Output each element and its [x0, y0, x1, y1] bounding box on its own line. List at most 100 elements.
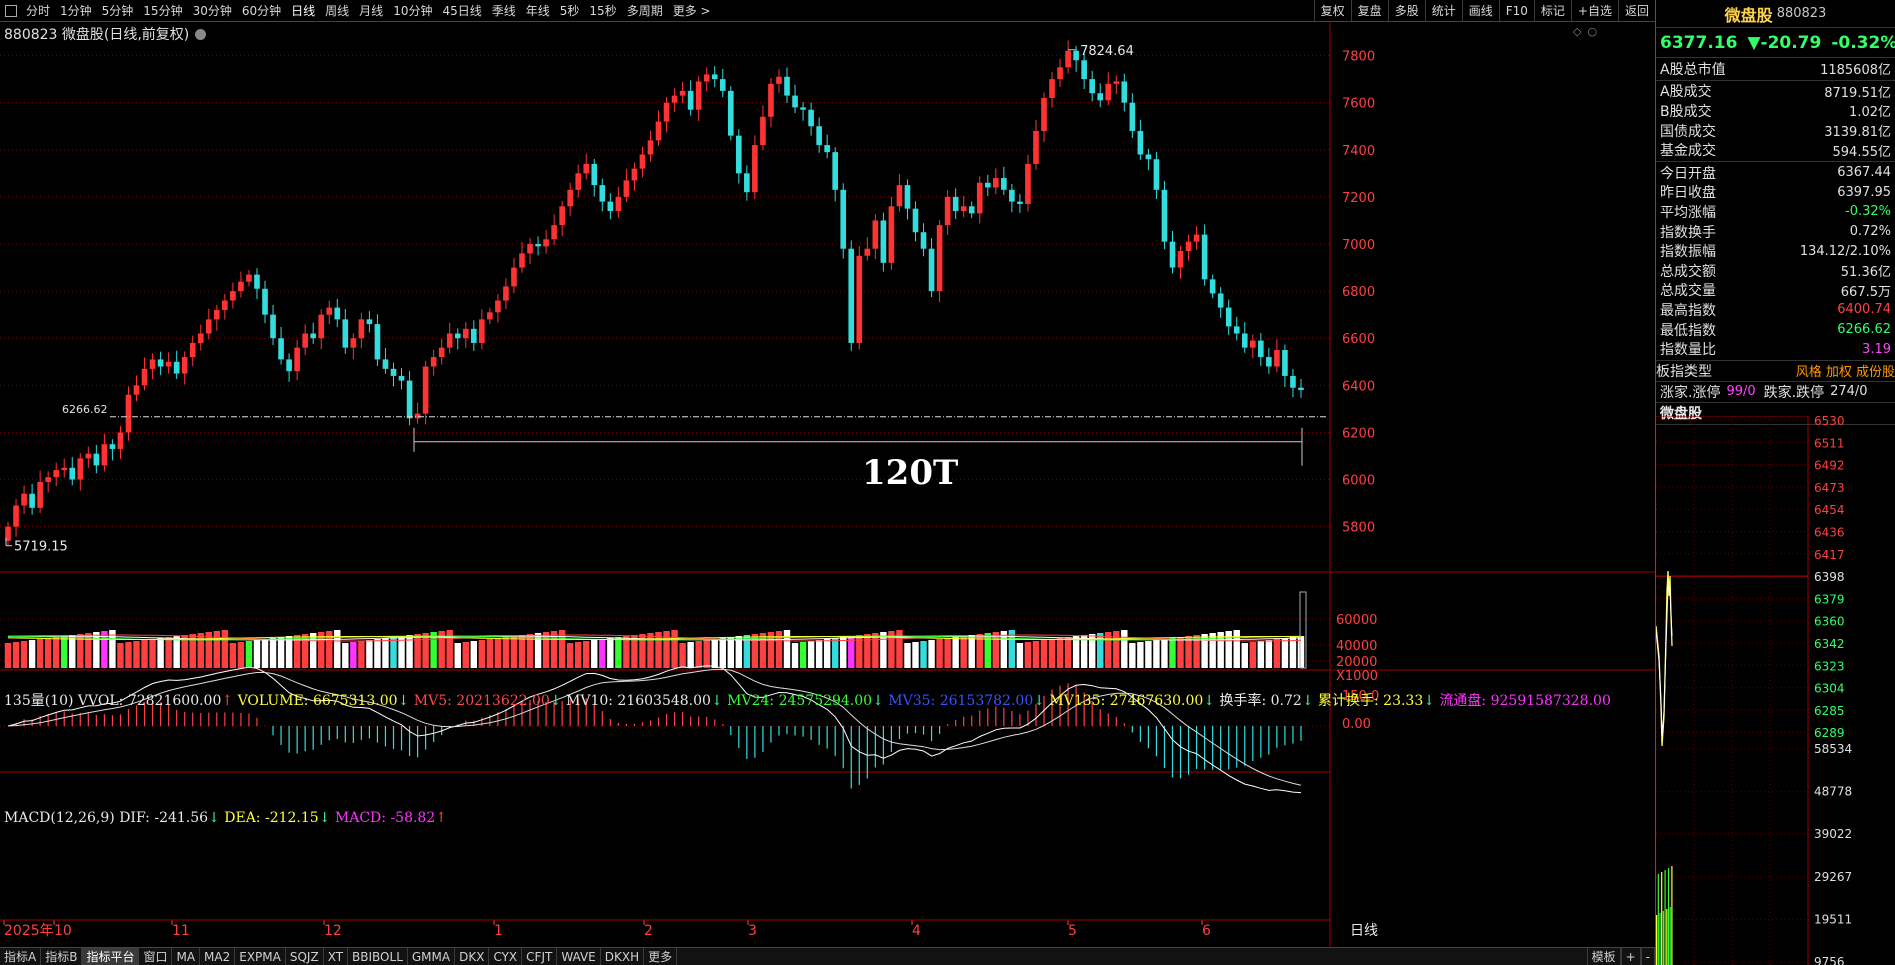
intraday-volume-tick: 39022	[1814, 827, 1852, 841]
indicator-tab[interactable]: SQJZ	[286, 948, 324, 965]
toolbar-action-button[interactable]: 标记	[1533, 0, 1571, 21]
volume-bar	[454, 643, 461, 668]
volume-bar	[309, 633, 317, 668]
indicator-tab[interactable]: GMMA	[408, 948, 456, 965]
candle-body	[286, 359, 292, 372]
period-tab[interactable]: 月线	[359, 4, 384, 18]
indicator-tab[interactable]: CYX	[489, 948, 523, 965]
indicator-tab[interactable]: 窗口	[139, 948, 173, 965]
period-tab[interactable]: 周线	[325, 4, 350, 18]
volume-bar	[1281, 638, 1289, 668]
stat-value: 8719.51亿	[1824, 85, 1891, 101]
candle-body	[1282, 350, 1288, 376]
volume-bar	[663, 631, 670, 668]
candle-body	[302, 333, 308, 348]
template-control[interactable]: +	[1620, 948, 1641, 965]
toolbar-action-button[interactable]: 复权	[1313, 0, 1351, 21]
volume-bar	[591, 640, 598, 668]
template-control[interactable]: 模板	[1586, 948, 1621, 965]
volume-bar	[109, 630, 116, 668]
candle-body	[270, 314, 276, 339]
limit-down-label: 跌家.跌停	[1763, 384, 1825, 401]
indicator-tab[interactable]: XT	[324, 948, 349, 965]
period-tab[interactable]: 30分钟	[192, 4, 232, 18]
market-cap-group: A股总市值 1185608亿	[1656, 58, 1895, 81]
intraday-price-tick: 6492	[1814, 459, 1845, 473]
intraday-price-tick: 6304	[1814, 682, 1845, 696]
toolbar-action-button[interactable]: 多股	[1387, 0, 1425, 21]
toolbar-action-button[interactable]: 复盘	[1350, 0, 1388, 21]
period-tab[interactable]: 年线	[525, 4, 550, 18]
intraday-chart[interactable]: 6530 6511 6492 6473 6454 6436 6417 6398 6379 6360…	[1656, 416, 1895, 965]
candle-body	[350, 338, 357, 348]
volume-bar	[992, 632, 1000, 668]
period-tab[interactable]: 45日线	[442, 4, 482, 18]
period-tab[interactable]: 60分钟	[241, 4, 282, 18]
candle-body	[687, 90, 694, 110]
candle-body	[848, 248, 855, 343]
indicator-tab[interactable]: MA	[172, 948, 201, 965]
volume-bar	[205, 632, 212, 668]
time-axis-label: 5	[1068, 923, 1077, 939]
kline-chart[interactable]: 7800 7600 7400 7200 7000 6800 6600 6400 6200 6000…	[0, 22, 1655, 947]
indicator-tab[interactable]: DKXH	[601, 948, 645, 965]
volume-bar	[342, 643, 349, 668]
template-control[interactable]: -	[1640, 948, 1655, 965]
indicator-tab[interactable]: WAVE	[557, 948, 601, 965]
candle-body	[1249, 340, 1256, 348]
menu-square-icon[interactable]	[5, 4, 17, 17]
index-name: 微盘股	[1724, 5, 1773, 25]
volume-bar	[1064, 637, 1072, 668]
period-tab[interactable]: 季线	[491, 4, 516, 18]
toolbar-action-button[interactable]: 返回	[1617, 0, 1655, 21]
period-tab[interactable]: 15秒	[589, 4, 617, 18]
indicator-tab[interactable]: DKX	[455, 948, 490, 965]
indicator-tab[interactable]: BBIBOLL	[348, 948, 408, 965]
candle-body	[1185, 241, 1192, 252]
volume-bar	[157, 638, 164, 668]
indicator-tab[interactable]: 指标平台	[82, 948, 140, 965]
candle-body	[663, 102, 670, 122]
indicator-tab[interactable]: MA2	[200, 948, 236, 965]
candle-body	[109, 444, 116, 449]
toolbar-action-button[interactable]: 画线	[1461, 0, 1499, 21]
volume-bar	[1201, 634, 1208, 668]
period-tab[interactable]: 分时	[26, 4, 51, 18]
settings-circle-icon[interactable]	[195, 29, 207, 40]
indicator-tab[interactable]: 指标B	[41, 948, 83, 965]
toolbar-action-button[interactable]: +自选	[1570, 0, 1618, 21]
volume-bar	[1153, 640, 1160, 668]
candle-body	[615, 196, 622, 212]
volume-bar	[1217, 632, 1224, 668]
indicator-tab[interactable]: EXPMA	[235, 948, 286, 965]
indicator-tab[interactable]: 更多	[644, 948, 678, 965]
volume-bar	[968, 635, 975, 668]
candle-body	[671, 95, 678, 103]
candle-body	[398, 375, 405, 381]
index-type-value[interactable]: 风格 加权 成份股	[1795, 365, 1895, 381]
intraday-price-tick: 6323	[1814, 659, 1845, 673]
period-tab[interactable]: 更多 >	[672, 4, 711, 18]
candle-body	[1057, 67, 1063, 80]
indicator-tab[interactable]: CFJT	[522, 948, 558, 965]
stat-row: 总成交额 51.36亿	[1656, 261, 1895, 281]
period-tab[interactable]: 15分钟	[143, 4, 183, 18]
period-tab[interactable]: 日线	[291, 4, 316, 18]
period-tab[interactable]: 10分钟	[393, 4, 433, 18]
period-tab[interactable]: 5秒	[559, 4, 580, 18]
candle-body	[189, 342, 196, 358]
candle-body	[1065, 50, 1071, 68]
volume-bar	[936, 639, 943, 668]
volume-bar	[574, 642, 582, 668]
indicator-tab[interactable]: 指标A	[0, 948, 42, 965]
period-tab[interactable]: 1分钟	[60, 4, 92, 18]
toolbar-action-button[interactable]: 统计	[1424, 0, 1462, 21]
period-tab[interactable]: 5分钟	[101, 4, 134, 18]
period-tab[interactable]: 多周期	[626, 4, 663, 18]
candle-body	[1266, 357, 1272, 367]
chart-corner-icons[interactable]: ◇○	[1573, 25, 1604, 38]
candle-body	[318, 314, 325, 339]
price-tick-label: 7000	[1342, 238, 1375, 253]
candle-body	[993, 178, 999, 188]
toolbar-action-button[interactable]: F10	[1498, 0, 1534, 21]
